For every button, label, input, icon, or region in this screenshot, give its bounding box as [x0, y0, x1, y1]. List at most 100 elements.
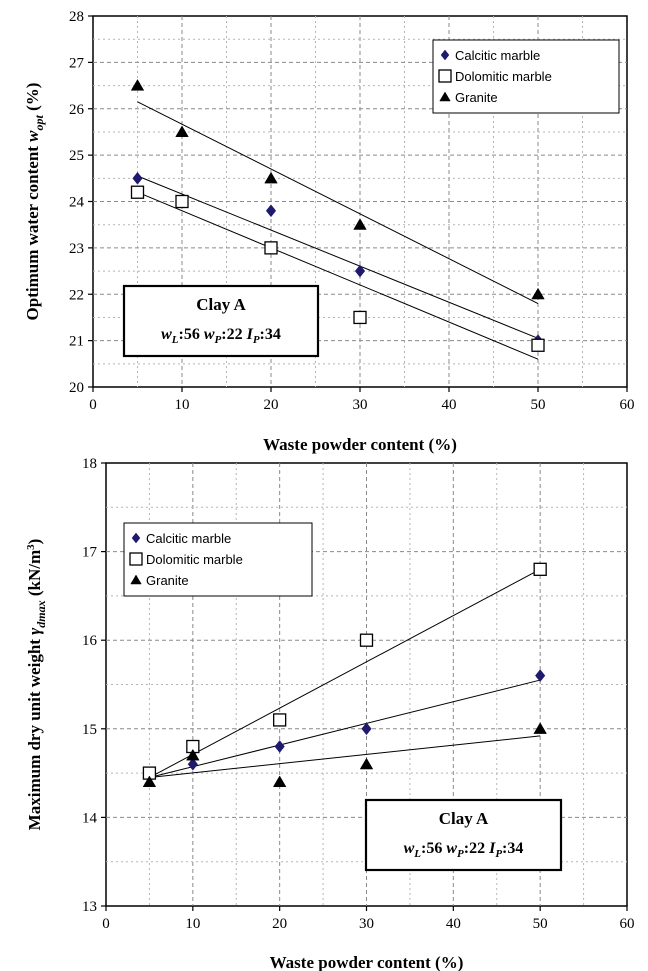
- x-tick-label: 50: [533, 916, 548, 932]
- y-tick-label: 26: [69, 102, 85, 118]
- y-tick-label: 28: [69, 9, 84, 25]
- y-tick-label: 20: [69, 380, 84, 396]
- data-point: [354, 264, 366, 278]
- y-tick-label: 17: [82, 545, 98, 561]
- ip-colon: :: [260, 326, 265, 343]
- annotation-limits: wL:56 wP:22 IP:34: [404, 840, 524, 860]
- legend: Calcitic marble Dolomitic marble Granite: [123, 522, 313, 597]
- data-point: [535, 669, 546, 683]
- data-point: [130, 79, 145, 91]
- annotation-limits: wL:56 wP:22 IP:34: [161, 326, 281, 346]
- wp-symbol: w: [200, 326, 215, 343]
- y-axis-title-unit: (%): [23, 83, 42, 116]
- legend-marker: [131, 532, 141, 544]
- wl-value: 56: [184, 326, 200, 343]
- legend: Calcitic marble Dolomitic marble Granite: [432, 39, 620, 114]
- y-tick-label: 24: [69, 195, 85, 211]
- legend-label: Calcitic marble: [146, 531, 231, 546]
- x-tick-label: 30: [353, 397, 368, 413]
- x-tick-label: 50: [531, 397, 546, 413]
- data-point: [175, 125, 189, 137]
- x-tick-label: 40: [442, 397, 457, 413]
- wp-value: 22: [469, 840, 485, 857]
- annotation-title: Clay A: [439, 809, 489, 828]
- wp-value: 22: [227, 326, 243, 343]
- x-tick-label: 20: [264, 397, 279, 413]
- y-tick-label: 18: [82, 456, 97, 472]
- data-point: [533, 722, 547, 734]
- y-axis-title: Maximum dry unit weight γdmax (kN/m3): [25, 539, 48, 831]
- data-point: [264, 171, 278, 184]
- ip-value: 34: [265, 326, 281, 343]
- y-axis-title-close: ): [25, 539, 44, 545]
- wl-value: 56: [426, 840, 442, 857]
- data-point: [142, 775, 157, 788]
- wl-colon: :: [421, 840, 426, 857]
- x-tick-label: 30: [359, 916, 374, 932]
- clay-annotation: Clay AwL:56 wP:22 IP:34: [364, 798, 563, 872]
- annotation-title: Clay A: [196, 295, 246, 314]
- data-point: [274, 740, 285, 753]
- y-tick-label: 27: [69, 55, 85, 71]
- data-point: [361, 722, 372, 736]
- series-dolomitic-marble: [130, 185, 545, 352]
- wp-colon: :: [221, 326, 226, 343]
- chart-1: 0 10 20 30 40 50 60 20 21 22 23 24 25 26 27 28 Waste pow…: [23, 9, 635, 454]
- y-tick-label: 25: [69, 148, 84, 164]
- data-point: [265, 204, 277, 218]
- x-tick-label: 0: [89, 397, 97, 413]
- data-point: [264, 241, 278, 255]
- legend-marker: [129, 552, 143, 566]
- x-tick-label: 20: [272, 916, 287, 932]
- ip-symbol: I: [485, 840, 496, 857]
- data-point: [186, 748, 200, 761]
- clay-annotation: Clay AwL:56 wP:22 IP:34: [122, 284, 320, 358]
- x-tick-label: 40: [446, 916, 461, 932]
- y-axis-title-symbol: γ: [25, 627, 44, 635]
- data-point: [533, 562, 547, 576]
- x-tick-label: 10: [175, 397, 190, 413]
- y-tick-label: 13: [82, 899, 97, 915]
- x-tick-label: 10: [185, 916, 200, 932]
- trend-line-granite: [149, 735, 541, 779]
- data-point: [359, 757, 374, 770]
- legend-marker: [130, 574, 142, 585]
- y-axis-title-subscript: dmax: [34, 600, 48, 627]
- y-axis-title-symbol: w: [23, 130, 42, 142]
- ip-colon: :: [502, 840, 507, 857]
- annotation-box: [122, 284, 320, 358]
- data-point: [273, 713, 287, 727]
- x-tick-label: 60: [620, 397, 635, 413]
- y-axis-title-subscript: opt: [32, 114, 46, 130]
- legend-label: Granite: [146, 573, 189, 588]
- data-point: [132, 171, 143, 185]
- y-tick-label: 21: [69, 334, 84, 350]
- wp-symbol: w: [442, 840, 457, 857]
- y-axis-title-superscript: 3: [25, 544, 37, 550]
- series-dolomitic-marble: [142, 562, 547, 780]
- x-tick-label: 60: [620, 916, 635, 932]
- ip-subscript: P: [495, 848, 502, 860]
- wl-symbol: w: [161, 326, 172, 343]
- annotation-box: [364, 798, 563, 872]
- wl-colon: :: [179, 326, 184, 343]
- data-point: [359, 633, 374, 647]
- legend-box: [432, 39, 620, 114]
- data-point: [531, 338, 545, 352]
- legend-label: Granite: [455, 90, 498, 105]
- wp-colon: :: [464, 840, 469, 857]
- x-axis-title: Waste powder content (%): [270, 953, 464, 971]
- data-point: [130, 185, 145, 199]
- trend-line-dolomitic-marble: [149, 568, 541, 778]
- series-granite: [130, 79, 545, 300]
- data-point: [272, 775, 287, 788]
- chart-2: 0 10 20 30 40 50 60 13 14 15 16 17 18 Waste powder co…: [25, 456, 635, 971]
- data-point: [353, 218, 367, 230]
- wl-subscript: L: [171, 334, 179, 346]
- data-point: [531, 287, 545, 300]
- trend-line-dolomitic-marble: [137, 191, 539, 360]
- legend-box: [123, 522, 313, 597]
- legend-marker: [439, 91, 451, 102]
- ip-subscript: P: [253, 334, 260, 346]
- y-axis-title-text: Optimum water content: [23, 142, 42, 321]
